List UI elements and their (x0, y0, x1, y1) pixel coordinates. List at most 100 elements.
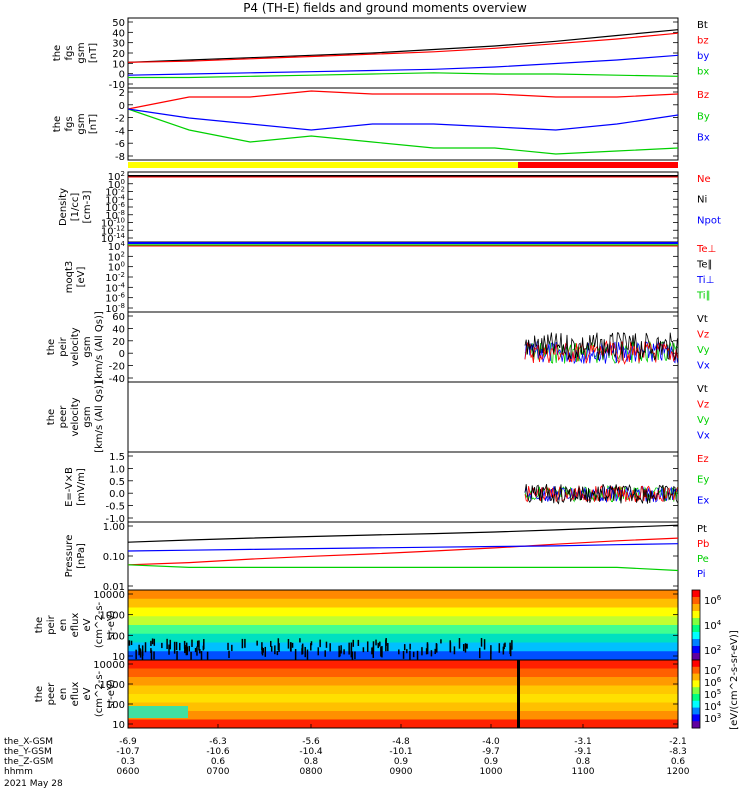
heatmap-speckle (166, 638, 168, 650)
y-tick-label: 10-8 (105, 302, 125, 315)
heatmap-speckle (150, 640, 152, 647)
heatmap-band (128, 660, 678, 669)
heatmap-speckle (425, 648, 428, 655)
y-tick-label: 40 (112, 324, 125, 335)
heatmap-speckle (325, 641, 328, 648)
legend-Ni: Ni (697, 195, 707, 206)
x-row-name: hhmm (4, 767, 33, 777)
x-tick-label: -8.3 (669, 747, 687, 757)
y-tick-label: 10-8 (105, 209, 125, 222)
series-by (127, 54, 679, 76)
heatmap-speckle (352, 639, 355, 647)
heatmap-speckle (277, 638, 280, 651)
heatmap-speckle (483, 639, 486, 650)
panel-2: 2 0 -2-4 -6 -8 thefgsgsm[nT] Bz By Bx (52, 87, 710, 163)
heatmap-speckle (350, 646, 353, 658)
panel-frame (127, 87, 679, 161)
heatmap-speckle (409, 643, 411, 650)
legend-Vt: Vt (697, 384, 708, 395)
y-tick-label: 1000 (100, 611, 125, 622)
colorbar-segment (692, 597, 700, 605)
legend-By: By (697, 111, 710, 122)
heatmap-band (128, 625, 678, 635)
y-tick-label: 10 (112, 59, 125, 70)
heatmap-speckle (421, 647, 423, 656)
heatmap-band (128, 711, 678, 720)
colorbar-tick-label: 103 (704, 712, 721, 725)
y-axis-label: thepeerenefluxeV(cm^2-s-sr-eV) (34, 670, 117, 717)
x-tick-label: 0700 (207, 767, 230, 777)
x-row-name: the_Z-GSM (4, 757, 53, 767)
y-tick-label: 0.5 (109, 477, 125, 488)
heatmap-speckle (183, 640, 186, 649)
y-tick-label: 100 (106, 700, 125, 711)
series-Pt (127, 524, 679, 543)
heatmap-speckle (430, 650, 433, 657)
series-Pb (127, 537, 679, 566)
heatmap-speckle (153, 651, 155, 660)
heatmap-speckle (338, 645, 340, 658)
heatmap-speckle (290, 642, 292, 652)
heatmap-speckle (276, 651, 279, 656)
colorbar-segment (692, 714, 700, 722)
x-tick-label: 0.8 (576, 757, 591, 767)
y-tick-label: 10-4 (105, 193, 125, 206)
heatmap-speckle (256, 640, 258, 646)
legend-Ti∥: Ti∥ (696, 291, 711, 302)
y-tick-label: 1.00 (103, 522, 125, 533)
heatmap-low-energy-patch (128, 706, 188, 718)
y-tick-label: 10-2 (105, 271, 125, 284)
heatmap-speckle (372, 646, 375, 658)
heatmap-speckle (261, 646, 263, 655)
heatmap-speckle (185, 650, 188, 656)
heatmap-speckle (185, 642, 188, 649)
heatmap-speckle (270, 646, 273, 652)
heatmap-speckle (169, 639, 172, 650)
legend-Bt: Bt (697, 20, 708, 31)
heatmap-speckle (139, 648, 141, 655)
colorbar-tick-label: 104 (704, 700, 722, 713)
flag-bar-red (518, 162, 678, 168)
y-tick-label: 10 (112, 720, 125, 731)
heatmap-speckle (409, 650, 411, 662)
colorbar-segment (692, 618, 700, 626)
heatmap-speckle (387, 642, 389, 652)
x-tick-label: 0.6 (211, 757, 226, 767)
y-tick-label: -2 (115, 114, 125, 125)
x-tick-label: 0.3 (121, 757, 135, 767)
heatmap-speckle (262, 648, 264, 653)
x-tick-label: -6.9 (119, 737, 137, 747)
colorbar-segment (692, 625, 700, 633)
y-tick-label: 102 (108, 170, 125, 183)
heatmap-speckle (509, 649, 512, 657)
x-tick-label: 0.8 (304, 757, 319, 767)
y-tick-label: 100 (106, 631, 125, 642)
colorbar-segment (692, 694, 700, 702)
heatmap-speckle (186, 646, 189, 656)
y-tick-label: 10-6 (105, 292, 125, 305)
heatmap-speckle (198, 640, 200, 651)
legend-Pe: Pe (697, 554, 709, 565)
colorbar-segment (692, 700, 700, 709)
heatmap-speckle (141, 645, 144, 656)
y-tick-label: 10-4 (105, 281, 125, 294)
y-tick-label: 1.0 (109, 464, 125, 475)
panel-7: 1.51.0 0.50.0 -0.5-1.0 E=-V×B[mV/m] Ez Ey Ex (64, 451, 709, 525)
heatmap-speckle (130, 640, 133, 646)
series-Pe (127, 564, 679, 572)
heatmap-band (128, 685, 678, 695)
x-tick-label: 1200 (667, 767, 690, 777)
heatmap-speckle (343, 649, 345, 655)
panel-frame (127, 521, 679, 591)
y-tick-label: 100 (108, 261, 125, 274)
series-Bx (127, 108, 679, 131)
y-axis-label: thepeervelocitygsm[km/s (All Qs)] (46, 381, 105, 453)
flag-bar-yellow (128, 162, 518, 168)
heatmap-speckle (377, 642, 379, 649)
y-tick-label: 30 (112, 39, 125, 50)
heatmap-band (128, 719, 678, 729)
heatmap-speckle (434, 648, 436, 655)
heatmap-speckle (190, 651, 192, 660)
heatmap-speckle (144, 642, 147, 653)
